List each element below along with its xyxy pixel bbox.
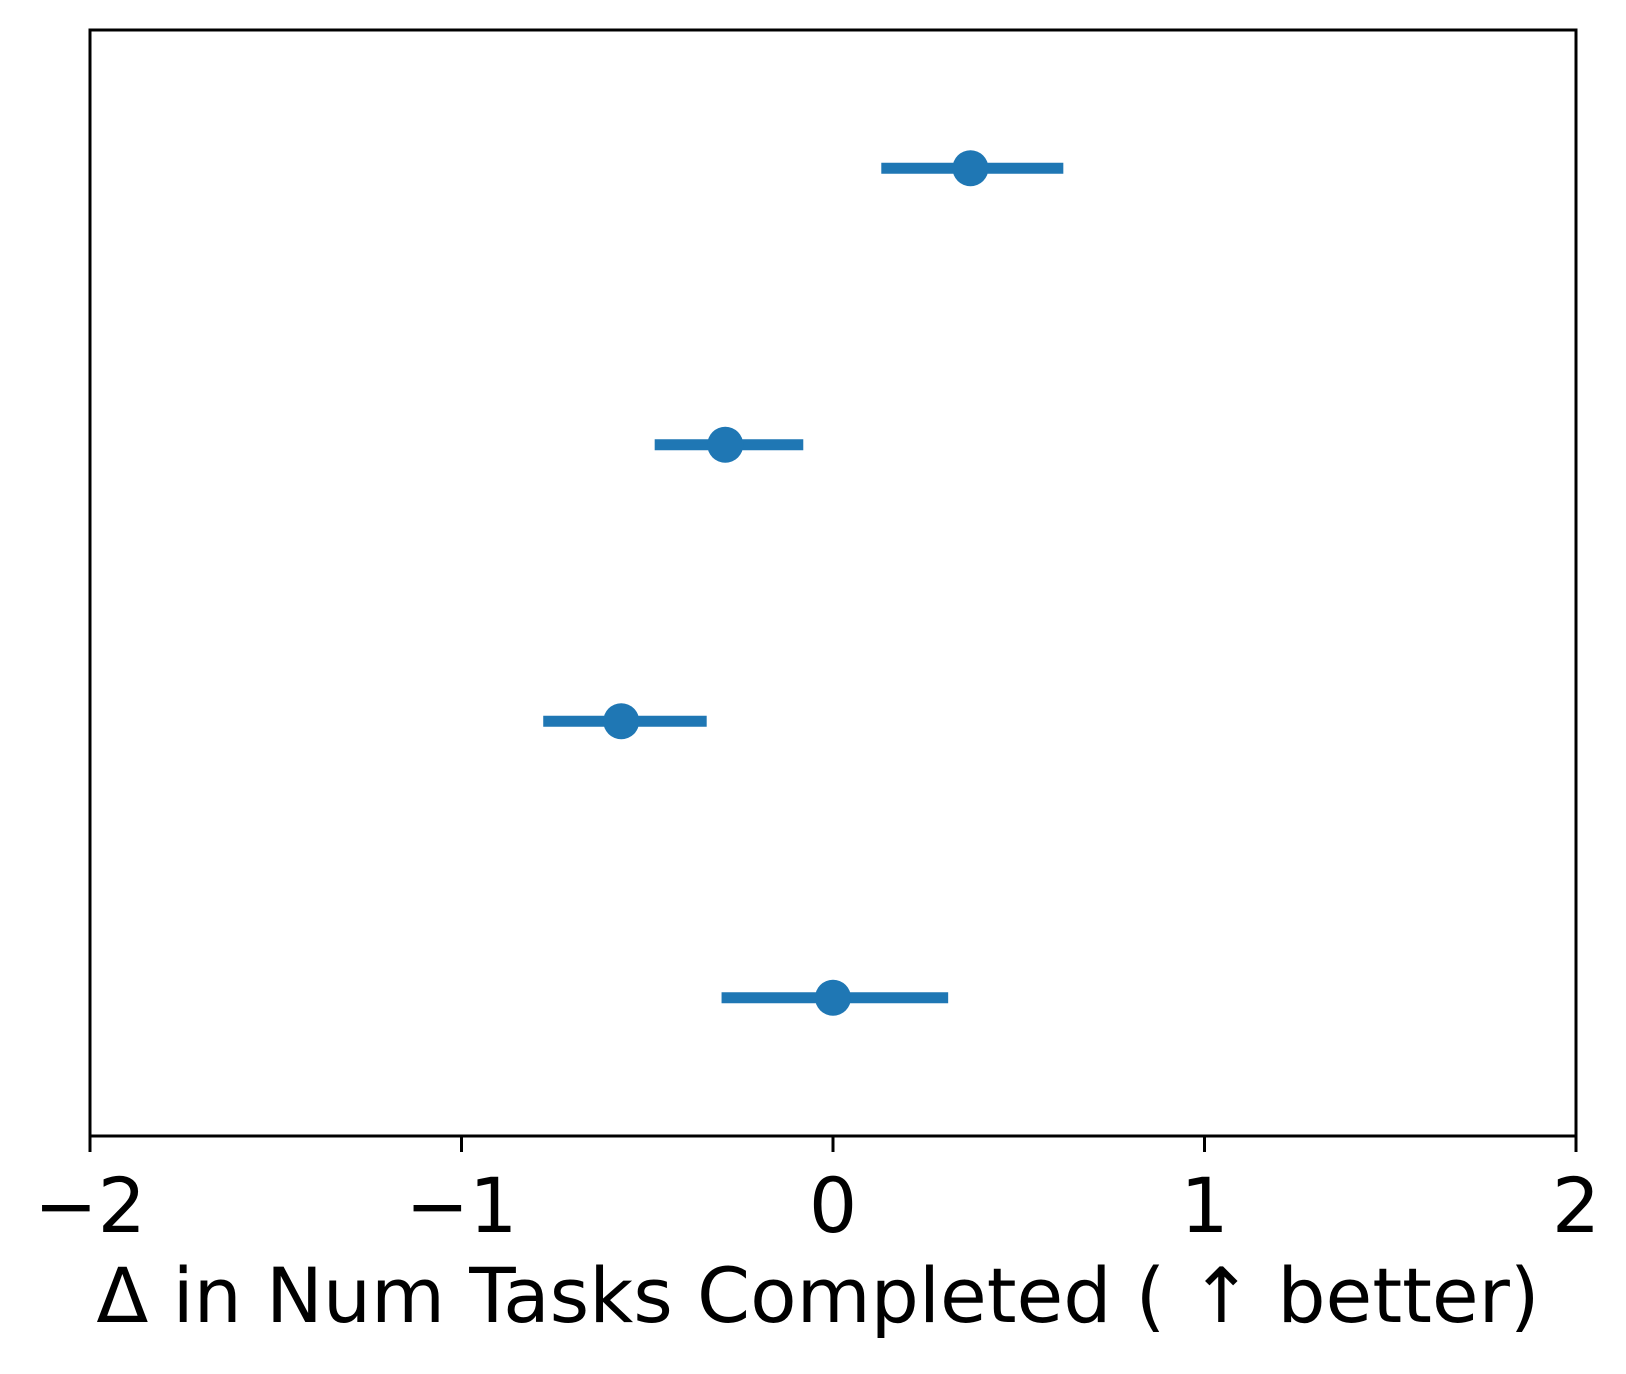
x-axis: −2 −1 0 1 2 bbox=[34, 1136, 1600, 1250]
data-point bbox=[815, 979, 851, 1016]
x-axis-label: Δ in Num Tasks Completed ( ↑ better) bbox=[96, 1251, 1539, 1340]
data-point bbox=[603, 703, 640, 740]
x-tick-label: −2 bbox=[34, 1161, 146, 1250]
data-point bbox=[707, 426, 744, 463]
data-marks bbox=[543, 150, 1064, 1016]
x-tick-label: 1 bbox=[1180, 1161, 1228, 1250]
x-tick-label: 0 bbox=[809, 1161, 857, 1250]
x-tick-label: 2 bbox=[1552, 1161, 1600, 1250]
x-tick-label: −1 bbox=[405, 1161, 517, 1250]
plot-area bbox=[88, 28, 1578, 1138]
data-point bbox=[952, 150, 989, 187]
